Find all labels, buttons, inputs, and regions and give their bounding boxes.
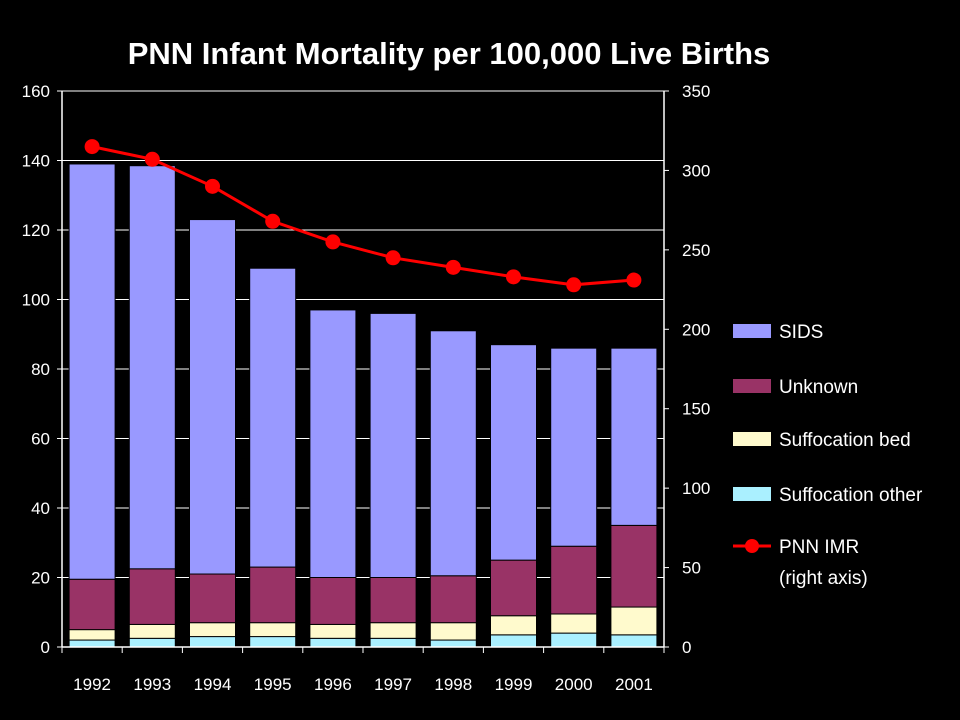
bar-segment-suffocation-bed [369, 622, 417, 639]
x-axis-tick-label: 1999 [495, 675, 533, 694]
bar-segment-suffocation-bed [429, 622, 477, 641]
x-axis-tick-label: 1997 [374, 675, 412, 694]
legend-swatch-suffocation-other [733, 487, 771, 501]
legend-label-pnn-imr: PNN IMR [779, 537, 859, 558]
imr-line-path [91, 145, 635, 287]
imr-point [626, 272, 642, 288]
legend-swatch-sids [733, 324, 771, 338]
bar-segment-suffocation-bed [68, 629, 116, 641]
legend-label-suffocation-other: Suffocation other [779, 485, 923, 506]
right-axis-tick-label: 50 [682, 559, 701, 578]
left-axis-tick-label: 0 [41, 638, 50, 657]
bar-segment-suffocation-bed [309, 623, 357, 639]
imr-point [445, 259, 461, 275]
right-axis-tick-label: 100 [682, 479, 710, 498]
bar-segment-sids [249, 267, 297, 568]
bar-segment-unknown [610, 524, 658, 608]
imr-point [325, 234, 341, 250]
legend-label-suffocation-bed: Suffocation bed [779, 430, 911, 451]
axes: 0 20 40 60 80 100 120 140 160 0 50 100 150 200 250 300 3… [22, 82, 711, 694]
bar-segment-suffocation-other [189, 636, 236, 648]
bar-segment-sids [490, 344, 537, 561]
left-axis-tick-label: 100 [22, 291, 50, 310]
imr-point [144, 151, 160, 167]
left-axis-tick-label: 120 [22, 221, 50, 240]
bar-segment-suffocation-bed [128, 623, 176, 639]
imr-point [205, 178, 220, 194]
chart-title: PNN Infant Mortality per 100,000 Live Bi… [128, 36, 771, 71]
bar-segment-unknown [68, 578, 116, 631]
bar-segment-suffocation-bed [610, 606, 658, 636]
right-axis-tick-label: 300 [682, 161, 710, 180]
bar-segment-suffocation-other [610, 634, 658, 648]
x-axis-tick-label: 1996 [314, 675, 352, 694]
imr-point [265, 213, 281, 229]
left-axis-tick-label: 20 [31, 569, 50, 588]
bar-segment-suffocation-other [429, 639, 477, 648]
bar-segment-unknown [550, 545, 598, 615]
right-axis-tick-label: 150 [682, 400, 710, 419]
left-axis-tick-label: 80 [31, 360, 50, 379]
bar-segment-unknown [189, 573, 236, 624]
imr-point [84, 139, 100, 155]
imr-line [84, 139, 642, 293]
bar-segment-suffocation-bed [189, 622, 236, 638]
bar-segment-unknown [429, 575, 477, 624]
bar-segment-unknown [369, 577, 417, 624]
left-axis-tick-label: 140 [22, 152, 50, 171]
bar-segment-suffocation-other [550, 632, 598, 648]
legend: SIDS Unknown Suffocation bed Suffocation ot… [733, 322, 923, 589]
bar-segment-unknown [490, 559, 537, 617]
x-axis-tick-label: 1998 [434, 675, 472, 694]
bar-segment-sids [189, 219, 236, 575]
bar-segment-suffocation-bed [249, 622, 297, 638]
bar-segment-sids [309, 309, 357, 578]
right-axis-tick-label: 350 [682, 82, 710, 101]
left-axis-tick-label: 60 [31, 430, 50, 449]
bar-segment-unknown [309, 577, 357, 625]
bar-segment-sids [429, 330, 477, 577]
bar-segment-sids [610, 347, 658, 526]
bars [68, 163, 658, 648]
imr-point [506, 269, 521, 285]
right-axis-tick-label: 0 [682, 638, 691, 657]
bar-segment-suffocation-other [128, 637, 176, 648]
x-axis-tick-label: 1992 [73, 675, 111, 694]
bar-segment-sids [369, 312, 417, 578]
bar-segment-sids [128, 165, 176, 570]
legend-label-suffix: (right axis) [779, 568, 868, 589]
bar-segment-suffocation-bed [550, 613, 598, 634]
x-axis-tick-label: 1994 [194, 675, 232, 694]
imr-point [566, 277, 582, 293]
x-axis-tick-label: 1995 [254, 675, 292, 694]
bar-segment-suffocation-other [309, 637, 357, 648]
x-axis-tick-label: 1993 [133, 675, 171, 694]
bar-segment-sids [68, 163, 116, 580]
bar-segment-suffocation-other [369, 637, 417, 648]
bar-segment-unknown [249, 566, 297, 624]
x-axis-tick-label: 2001 [615, 675, 653, 694]
imr-point [385, 250, 401, 266]
legend-swatch-unknown [733, 379, 771, 393]
legend-swatch-suffocation-bed [733, 432, 771, 446]
legend-label-sids: SIDS [779, 322, 823, 343]
bar-segment-suffocation-other [490, 634, 537, 648]
bar-segment-unknown [128, 568, 176, 625]
left-axis-tick-label: 160 [22, 82, 50, 101]
bar-segment-suffocation-bed [490, 615, 537, 636]
bar-segment-suffocation-other [68, 639, 116, 648]
bar-segment-sids [550, 347, 598, 547]
left-axis-tick-label: 40 [31, 499, 50, 518]
legend-marker-pnn-imr [745, 539, 759, 553]
x-axis-tick-label: 2000 [555, 675, 593, 694]
right-axis-tick-label: 250 [682, 241, 710, 260]
right-axis-tick-label: 200 [682, 320, 710, 339]
bar-segment-suffocation-other [249, 636, 297, 648]
legend-label-unknown: Unknown [779, 377, 858, 398]
